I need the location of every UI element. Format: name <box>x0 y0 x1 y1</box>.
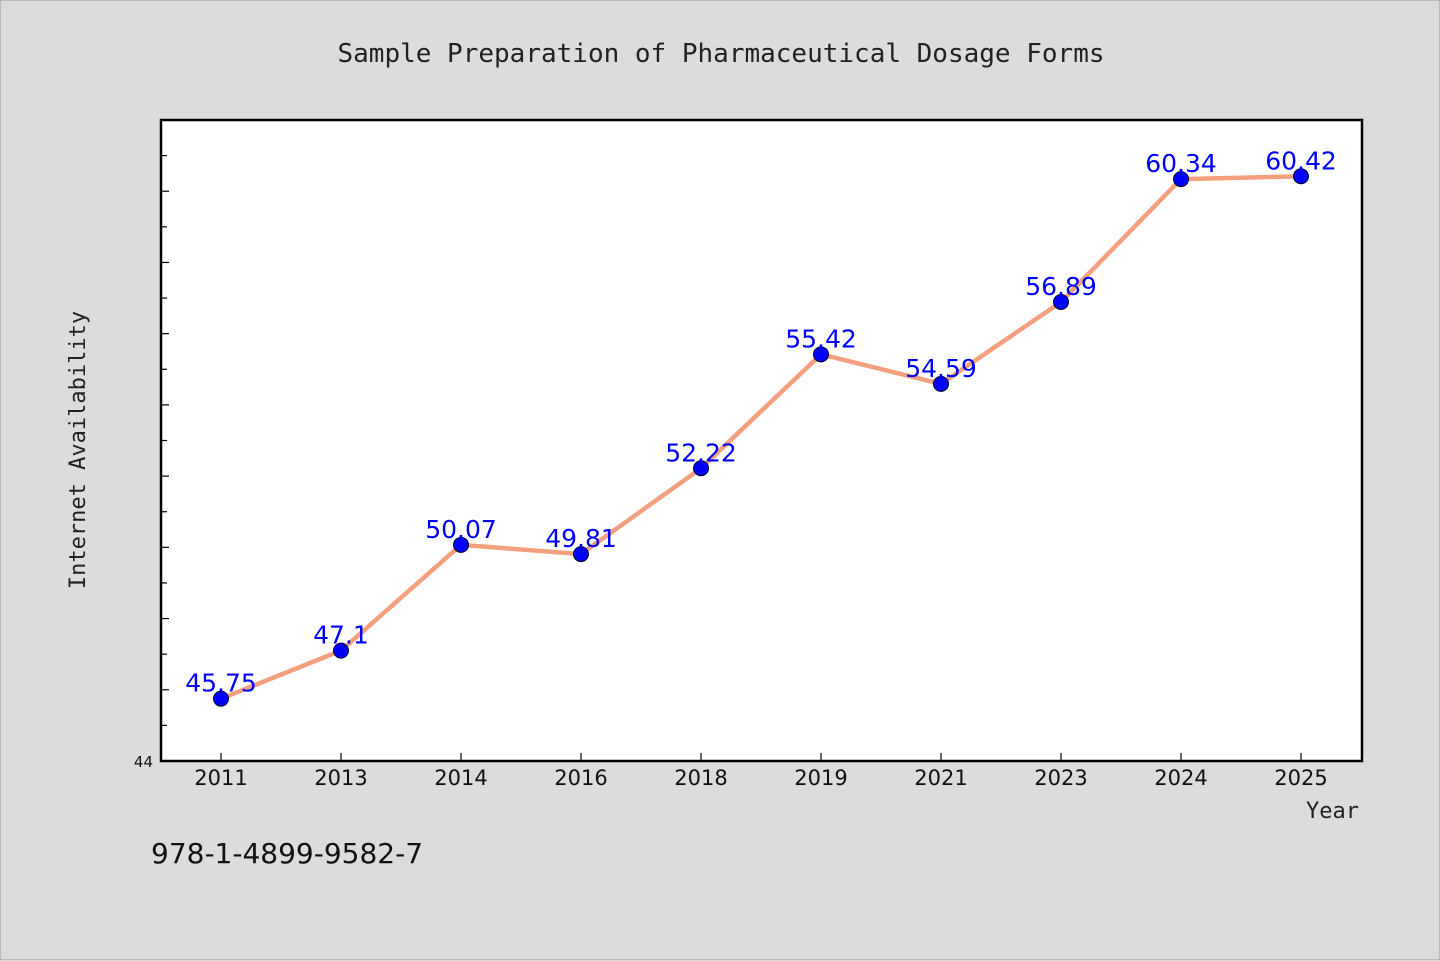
data-point <box>453 536 469 553</box>
data-label: 60.34 <box>1145 149 1217 178</box>
x-tick-label: 2014 <box>434 766 487 790</box>
data-label: 45.75 <box>185 669 257 698</box>
x-axis-title: Year <box>1306 799 1359 824</box>
isbn-text: 978-1-4899-9582-7 <box>151 837 423 870</box>
y-axis-ticks <box>161 119 169 762</box>
y-axis-min-label: 44 <box>134 753 153 771</box>
data-label: 60.42 <box>1265 146 1337 175</box>
data-point <box>1053 293 1069 310</box>
data-labels: 45.75 47.1 50.07 49.81 52.22 55.42 54.59 56.89 6… <box>185 146 1337 697</box>
data-label: 50.07 <box>425 515 497 544</box>
x-tick-label: 2024 <box>1154 766 1207 790</box>
x-tick-label: 2021 <box>914 766 967 790</box>
data-point <box>213 690 229 707</box>
series-line <box>220 174 1302 701</box>
chart-title: Sample Preparation of Pharmaceutical Dos… <box>337 39 1104 69</box>
data-label: 54.59 <box>905 354 977 383</box>
plot-area <box>159 118 1364 763</box>
data-label: 55.42 <box>785 324 857 353</box>
data-label: 56.89 <box>1025 272 1097 301</box>
data-label: 47.1 <box>313 621 369 650</box>
data-point <box>693 460 709 477</box>
x-tick-label: 2023 <box>1034 766 1087 790</box>
data-point <box>1173 171 1189 188</box>
x-axis-ticks: 2011 2013 2014 2016 2018 2019 2021 2023 2024 2025 <box>194 753 1328 790</box>
data-point <box>933 375 949 392</box>
data-point <box>333 642 349 659</box>
x-tick-label: 2019 <box>794 766 847 790</box>
data-label: 49.81 <box>545 524 617 553</box>
y-axis-title: Internet Availability <box>66 311 91 589</box>
x-tick-label: 2011 <box>194 766 247 790</box>
data-point <box>1293 168 1309 185</box>
data-point <box>813 346 829 363</box>
x-tick-label: 2025 <box>1274 766 1327 790</box>
data-label: 52.22 <box>665 438 737 467</box>
x-tick-label: 2013 <box>314 766 367 790</box>
x-tick-label: 2018 <box>674 766 727 790</box>
series-markers <box>213 168 1309 707</box>
x-tick-label: 2016 <box>554 766 607 790</box>
data-point <box>573 546 589 563</box>
